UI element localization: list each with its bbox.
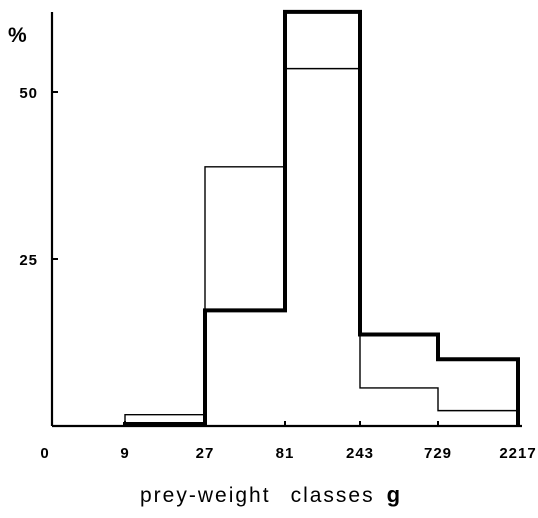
x-tick-label: 27 (196, 445, 215, 462)
y-tick-label: 50 (19, 85, 38, 102)
thin-series-bin (285, 69, 360, 426)
x-axis-label-unit: g (387, 482, 400, 507)
y-axis: 25 50 (19, 12, 58, 426)
y-tick-label: 25 (19, 252, 38, 269)
y-axis-label: % (8, 24, 27, 47)
x-axis-label-text: prey-weight (140, 484, 271, 507)
x-axis: 0 9 27 81 243 729 2217 (40, 421, 536, 462)
x-tick-label: 2217 (499, 445, 536, 462)
thick-series-bin (360, 334, 438, 426)
x-tick-label: 243 (346, 445, 374, 462)
thick-series-outline (123, 9, 520, 426)
thin-series-bin (360, 388, 438, 426)
x-tick-label: 0 (40, 445, 49, 462)
x-tick-label: 9 (120, 445, 129, 462)
thin-series-outline (124, 67, 519, 426)
series-layer (123, 9, 520, 426)
thick-series-bin (438, 359, 518, 426)
x-tick-label: 81 (276, 445, 295, 462)
thin-series-bin (438, 411, 518, 426)
x-tick-label: 729 (424, 445, 452, 462)
thick-series-bin (285, 12, 360, 426)
x-axis-label: prey-weight classes g (140, 482, 400, 507)
thick-series-bin (205, 310, 285, 426)
thin-series-bin (205, 167, 285, 426)
x-axis-label-classes: classes (291, 484, 375, 507)
